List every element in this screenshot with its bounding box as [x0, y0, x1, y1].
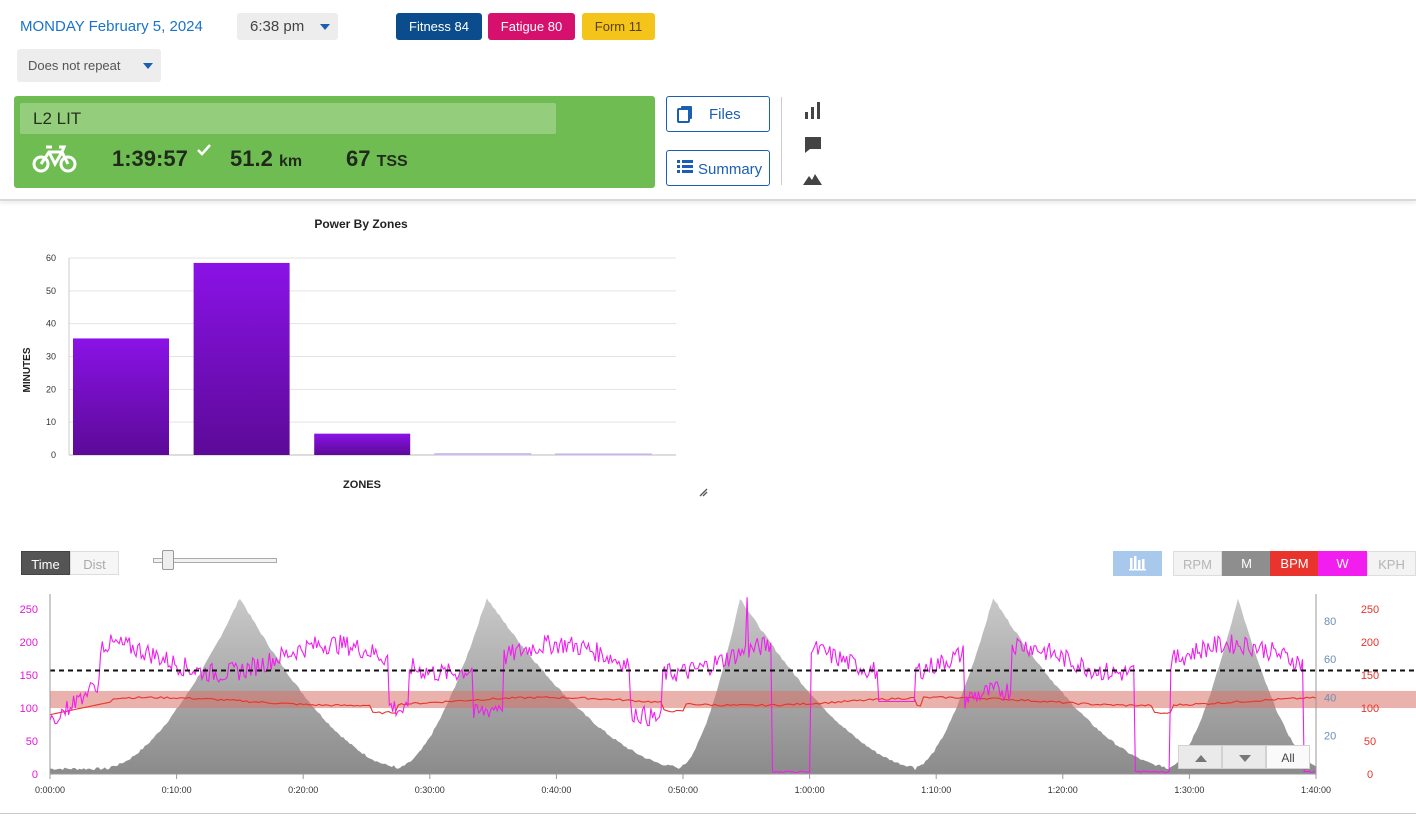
bar-z3[interactable]: [314, 433, 411, 455]
workout-distance: 51.2 km: [230, 146, 302, 172]
elevation-tick-label: 20: [1324, 731, 1336, 743]
zoom-slider[interactable]: [153, 558, 277, 563]
x-tick-label: 1:40:00: [1301, 785, 1331, 795]
mountain-icon[interactable]: [803, 173, 822, 185]
y-tick-label: 60: [46, 253, 56, 263]
laps-toggle-button[interactable]: [1113, 551, 1162, 576]
bar-chart-icon[interactable]: [804, 102, 822, 119]
workout-title: L2 LIT: [33, 109, 82, 128]
power-tick-label: 100: [20, 703, 38, 715]
comment-icon[interactable]: [804, 136, 822, 154]
fatigue-badge: Fatigue 80: [488, 13, 575, 40]
time-toggle[interactable]: Time: [21, 551, 70, 575]
list-icon: [677, 160, 693, 173]
workout-tss: 67 TSS: [346, 146, 408, 172]
speed-series-button[interactable]: KPH: [1367, 551, 1416, 576]
x-tick-label: 1:00:00: [795, 785, 825, 795]
chevron-down-icon: [143, 63, 153, 69]
x-tick-label: 1:10:00: [921, 785, 951, 795]
tss-value: 67: [346, 146, 371, 171]
header-divider: [0, 199, 1416, 201]
y-tick-label: 40: [46, 319, 56, 329]
y-axis-label: MINUTES: [22, 347, 33, 392]
y-tick-label: 10: [46, 417, 56, 427]
tss-unit: TSS: [376, 153, 408, 170]
rpm-series-button[interactable]: RPM: [1173, 551, 1222, 576]
summary-label: Summary: [698, 161, 763, 178]
heart-rate-tick-label: 100: [1361, 703, 1379, 715]
bars-icon: [1129, 556, 1146, 571]
y-tick-label: 0: [51, 450, 56, 460]
elevation-tick-label: 60: [1324, 654, 1336, 666]
bar-z1[interactable]: [73, 338, 169, 455]
x-tick-label: 0:10:00: [162, 785, 192, 795]
hr-zone-band: [50, 690, 1416, 709]
summary-button[interactable]: Summary: [666, 150, 770, 186]
heart-rate-tick-label: 0: [1367, 769, 1373, 781]
distance-unit: km: [278, 153, 303, 170]
elevation-tick-label: 40: [1324, 692, 1336, 704]
resize-handle-icon[interactable]: [698, 487, 708, 497]
zoom-slider-handle[interactable]: [162, 550, 174, 570]
heart-rate-tick-label: 150: [1361, 670, 1379, 682]
distance-value: 51.2: [230, 146, 273, 171]
time-select[interactable]: 6:38 pm: [237, 13, 338, 40]
files-button[interactable]: Files: [666, 96, 770, 132]
x-tick-label: 0:40:00: [541, 785, 571, 795]
workout-title-bar[interactable]: L2 LIT: [20, 103, 556, 134]
y-tick-label: 30: [46, 352, 56, 362]
power-tick-label: 150: [20, 670, 38, 682]
y-tick-label: 20: [46, 384, 56, 394]
power-series-button[interactable]: W: [1318, 551, 1367, 576]
x-tick-label: 0:50:00: [668, 785, 698, 795]
elevation-series-button[interactable]: M: [1222, 551, 1271, 576]
repeat-select[interactable]: Does not repeat: [17, 49, 161, 82]
workout-date[interactable]: MONDAY February 5, 2024: [20, 18, 203, 35]
x-tick-label: 0:20:00: [288, 785, 318, 795]
heart-rate-line: [50, 696, 1316, 716]
workout-timeline-chart[interactable]: 0:00:00 0:10:00 0:20:00 0:30:00 0:40:00 0:50:…: [0, 590, 1416, 812]
divider: [781, 97, 782, 185]
elevation-area: [50, 598, 1316, 774]
form-badge: Form 11: [582, 13, 655, 40]
power-tick-label: 200: [20, 637, 38, 649]
bottom-divider: [0, 813, 1416, 814]
power-tick-label: 250: [20, 604, 38, 616]
chart-title: Power By Zones: [314, 217, 408, 231]
heart-rate-series-button[interactable]: BPM: [1270, 551, 1319, 576]
power-tick-label: 0: [32, 769, 38, 781]
scroll-up-button[interactable]: [1178, 745, 1222, 769]
bar-z2[interactable]: [193, 262, 290, 455]
elevation-tick-label: 80: [1324, 616, 1336, 628]
x-tick-label: 1:30:00: [1174, 785, 1204, 795]
x-tick-label: 0:30:00: [415, 785, 445, 795]
distance-toggle[interactable]: Dist: [70, 551, 119, 575]
fitness-badge: Fitness 84: [396, 13, 482, 40]
power-tick-label: 50: [26, 736, 38, 748]
bar-z4[interactable]: [434, 453, 532, 456]
time-value: 6:38 pm: [250, 18, 305, 35]
y-tick-label: 50: [46, 286, 56, 296]
chevron-down-icon: [320, 24, 330, 30]
heart-rate-tick-label: 50: [1364, 736, 1376, 748]
files-label: Files: [709, 106, 741, 123]
workout-card[interactable]: L2 LIT 1:39:57 51.2 km 67 TSS: [14, 96, 655, 188]
heart-rate-tick-label: 250: [1361, 604, 1379, 616]
heart-rate-tick-label: 200: [1361, 637, 1379, 649]
repeat-value: Does not repeat: [28, 58, 121, 73]
x-tick-label: 1:20:00: [1048, 785, 1078, 795]
bike-icon: [32, 145, 77, 173]
arrow-down-icon: [1239, 755, 1251, 762]
arrow-up-icon: [1195, 755, 1207, 762]
x-axis-label: ZONES: [343, 479, 381, 491]
bar-z5[interactable]: [554, 453, 652, 456]
show-all-button[interactable]: All: [1266, 745, 1310, 769]
workout-duration: 1:39:57: [112, 146, 188, 171]
files-icon: [677, 106, 692, 123]
x-tick-label: 0:00:00: [35, 785, 65, 795]
check-icon: [197, 144, 211, 156]
scroll-down-button[interactable]: [1222, 745, 1266, 769]
power-zones-chart: 0 10 20 30 40 50 60 MINUTES ZONES: [22, 253, 676, 491]
